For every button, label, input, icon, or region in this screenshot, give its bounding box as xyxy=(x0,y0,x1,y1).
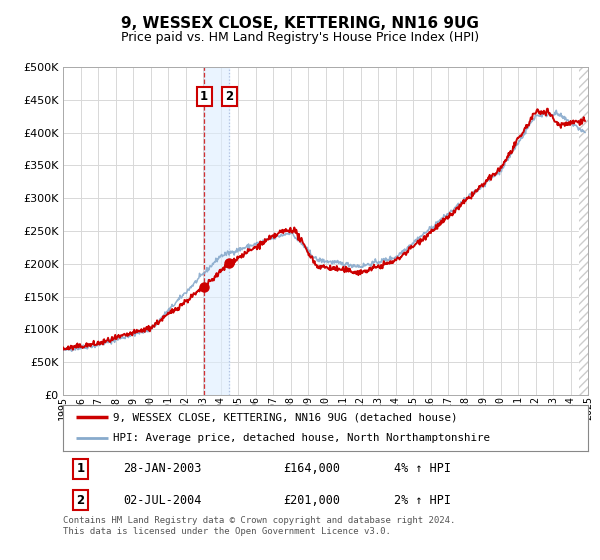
Text: 9, WESSEX CLOSE, KETTERING, NN16 9UG: 9, WESSEX CLOSE, KETTERING, NN16 9UG xyxy=(121,16,479,31)
Text: 28-JAN-2003: 28-JAN-2003 xyxy=(124,462,202,475)
Bar xyxy=(204,67,229,395)
Text: 1: 1 xyxy=(76,462,85,475)
Text: Contains HM Land Registry data © Crown copyright and database right 2024.
This d: Contains HM Land Registry data © Crown c… xyxy=(63,516,455,536)
Text: Price paid vs. HM Land Registry's House Price Index (HPI): Price paid vs. HM Land Registry's House … xyxy=(121,31,479,44)
Bar xyxy=(579,67,588,395)
Text: 1: 1 xyxy=(200,90,208,103)
Text: 02-JUL-2004: 02-JUL-2004 xyxy=(124,493,202,507)
Text: 2% ↑ HPI: 2% ↑ HPI xyxy=(394,493,451,507)
Text: £164,000: £164,000 xyxy=(284,462,341,475)
Text: HPI: Average price, detached house, North Northamptonshire: HPI: Average price, detached house, Nort… xyxy=(113,433,490,444)
Text: 2: 2 xyxy=(225,90,233,103)
Bar xyxy=(579,67,588,395)
Text: 2: 2 xyxy=(76,493,85,507)
Text: 9, WESSEX CLOSE, KETTERING, NN16 9UG (detached house): 9, WESSEX CLOSE, KETTERING, NN16 9UG (de… xyxy=(113,412,457,422)
Text: 4% ↑ HPI: 4% ↑ HPI xyxy=(394,462,451,475)
Text: £201,000: £201,000 xyxy=(284,493,341,507)
